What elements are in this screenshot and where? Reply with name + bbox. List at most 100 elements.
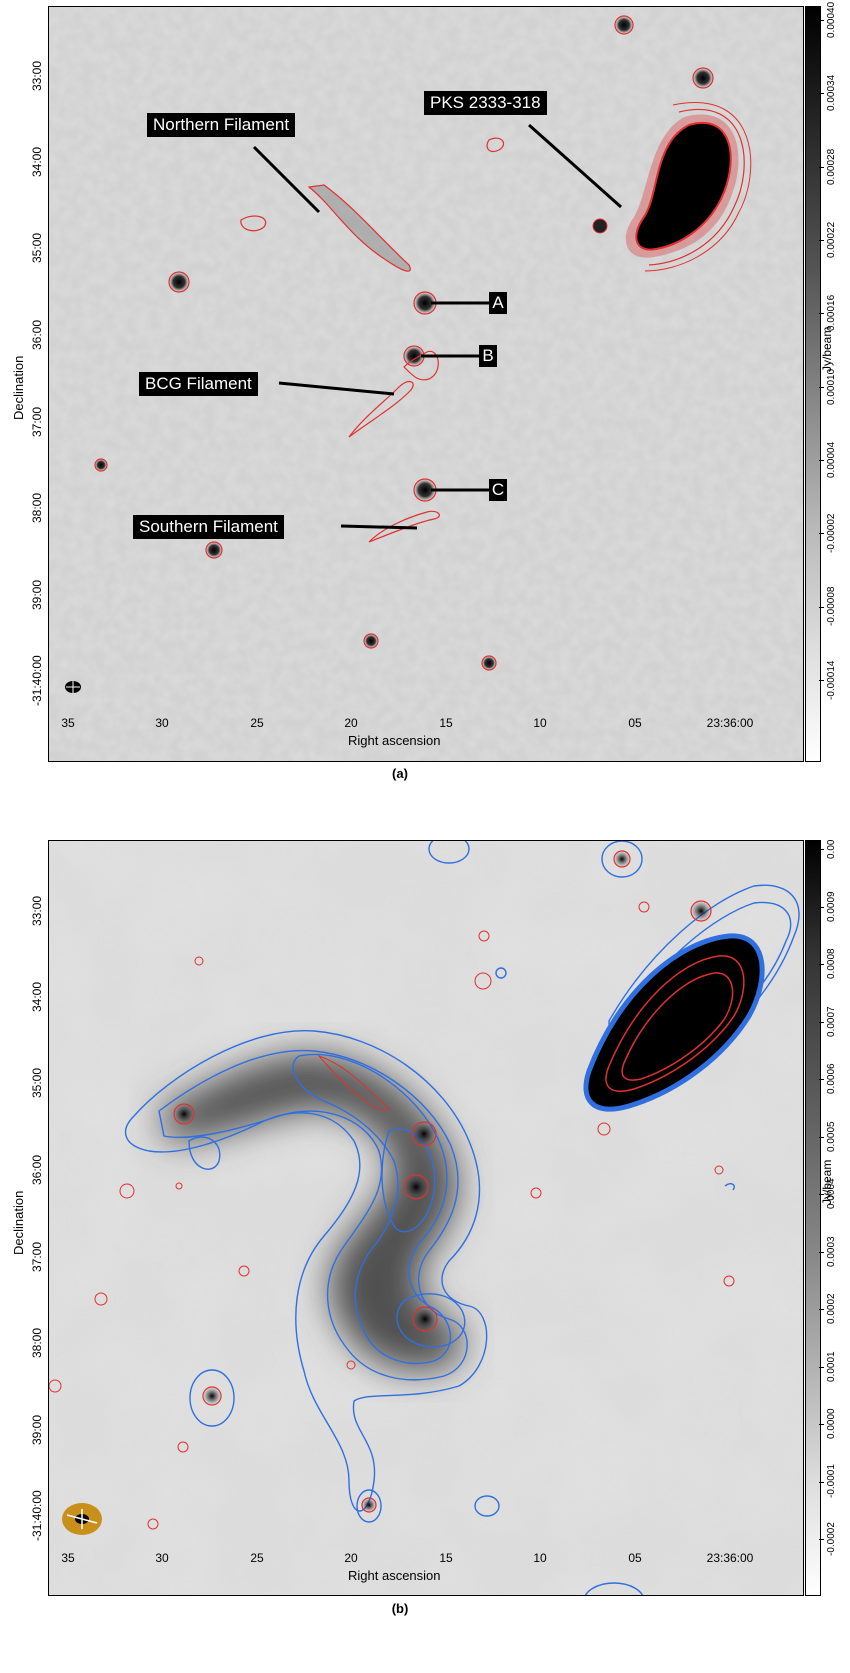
x-tick-label: 25 (250, 1551, 264, 1565)
y-tick-label: 39:00 (30, 1414, 44, 1446)
colorbar-tick-label: 0.0009 (826, 891, 837, 922)
x-tick-label: 15 (439, 716, 453, 730)
x-tick-label: 35 (61, 1551, 75, 1565)
x-tick-label: 10 (533, 1551, 547, 1565)
high-res-contours (173, 850, 712, 1513)
colorbar-tickmark (819, 20, 824, 21)
diffuse-emission (159, 1054, 463, 1371)
colorbar-tick-label: 0.00022 (826, 221, 837, 259)
point-sources-a (94, 15, 714, 671)
colorbar-tickmark (819, 1424, 824, 1425)
colorbar-tick-label: 0.0008 (826, 948, 837, 980)
colorbar-tickmark (819, 1481, 824, 1483)
colorbar-tickmark (819, 93, 824, 95)
image-canvas-b (49, 841, 803, 1595)
y-tick-label: 33:00 (30, 60, 44, 92)
colorbar-tick-label: 0.0001 (826, 1351, 837, 1382)
y-axis-title-a: Declination (11, 355, 26, 420)
x-tick-label: 15 (439, 1551, 453, 1565)
colorbar-tickmark (819, 1079, 824, 1080)
colorbar-tick-label: 0.0007 (826, 1006, 837, 1037)
colorbar-tickmark (819, 1309, 824, 1310)
x-tick-label: 30 (155, 1551, 169, 1565)
label-northern-filament: Northern Filament (147, 113, 296, 137)
y-tick-label: 33:00 (30, 895, 44, 927)
beam-ellipse-b (62, 1503, 102, 1535)
colorbar-label-a: Jy/beam (820, 326, 834, 372)
colorbar-tick-label: 0.00034 (826, 75, 837, 112)
colorbar-tickmark (819, 849, 824, 850)
colorbar-tick-label: 0.00040 (826, 1, 837, 39)
radio-image-a: Northern Filament PKS 2333-318 BCG Filam… (48, 6, 804, 762)
beam-ellipse-a (65, 681, 81, 693)
y-tick-label: 37:00 (30, 406, 44, 438)
label-pks-2333-318: PKS 2333-318 (424, 91, 547, 115)
colorbar-tickmark (819, 964, 824, 965)
colorbar-tick-label: -0.00002 (826, 513, 837, 554)
y-tick-label: 38:00 (30, 1327, 44, 1359)
y-tick-label: 34:00 (30, 146, 44, 178)
colorbar-tickmark (819, 1021, 824, 1023)
label-source-a: A (489, 292, 507, 314)
faint-red-contours (49, 901, 735, 1530)
colorbar-tick-label: 0.0005 (826, 1121, 837, 1152)
colorbar-a (805, 6, 821, 762)
y-tick-label: 34:00 (30, 981, 44, 1013)
colorbar-tick-label: -0.0001 (826, 1464, 837, 1499)
x-tick-label: 10 (533, 716, 547, 730)
colorbar-tick-label: 0.00016 (826, 295, 837, 332)
colorbar-tick-label: 0.0006 (826, 1063, 837, 1095)
colorbar-tickmark (819, 606, 824, 608)
colorbar-tick-label: 0.0004 (826, 1178, 837, 1210)
x-tick-label: 23:36:00 (706, 716, 754, 730)
colorbar-tick-label: 0.00004 (826, 441, 837, 479)
colorbar-tickmark (819, 1539, 824, 1540)
colorbar-b (805, 840, 821, 1596)
x-tick-label: 30 (155, 716, 169, 730)
x-axis-title-b: Right ascension (348, 1568, 441, 1583)
colorbar-tickmark (819, 906, 824, 908)
colorbar-tick-label: 0.00028 (826, 148, 837, 185)
filament-contours-a (240, 137, 504, 543)
x-tick-label: 35 (61, 716, 75, 730)
colorbar-tick-label: 0.00 (826, 839, 837, 859)
colorbar-tick-label: 0.0002 (826, 1293, 837, 1325)
annotation-lines-a (252, 123, 622, 530)
y-tick-label: -31:40:00 (30, 1490, 44, 1542)
y-axis-title-b: Declination (11, 1190, 26, 1255)
panel-b: Jy/beam Right ascension Declination (b) … (0, 835, 850, 1673)
caption-b: (b) (391, 1601, 409, 1616)
y-tick-label: -31:40:00 (30, 655, 44, 707)
x-axis-title-a: Right ascension (348, 733, 441, 748)
label-source-b: B (479, 345, 497, 367)
label-bcg-filament: BCG Filament (139, 372, 258, 396)
y-tick-label: 36:00 (30, 1154, 44, 1186)
radio-image-b (48, 840, 804, 1596)
colorbar-tick-label: -0.0002 (826, 1522, 837, 1556)
x-tick-label: 20 (344, 716, 358, 730)
colorbar-tick-label: 0.00010 (826, 368, 837, 405)
x-tick-label: 05 (628, 1551, 642, 1565)
caption-a: (a) (392, 766, 408, 781)
colorbar-tickmark (819, 1194, 824, 1195)
colorbar-tickmark (819, 240, 824, 241)
colorbar-tickmark (819, 533, 824, 535)
colorbar-tickmark (819, 1366, 824, 1368)
colorbar-tickmark (819, 460, 824, 461)
panel-a: Northern Filament PKS 2333-318 BCG Filam… (0, 0, 850, 835)
label-southern-filament: Southern Filament (133, 515, 284, 539)
colorbar-tickmark (819, 386, 824, 388)
colorbar-tickmark (819, 680, 824, 681)
colorbar-tick-label: -0.00014 (826, 660, 837, 700)
y-tick-label: 39:00 (30, 579, 44, 611)
y-tick-label: 38:00 (30, 492, 44, 524)
x-tick-label: 20 (344, 1551, 358, 1565)
colorbar-tick-label: 0.0003 (826, 1236, 837, 1267)
pks-2333-318-source-b (583, 933, 765, 1112)
x-tick-label: 05 (628, 716, 642, 730)
colorbar-tickmark (819, 166, 824, 168)
colorbar-tick-label: -0.00008 (826, 586, 837, 627)
colorbar-tickmark (819, 1251, 824, 1253)
x-tick-label: 23:36:00 (706, 1551, 754, 1565)
y-tick-label: 35:00 (30, 1067, 44, 1099)
